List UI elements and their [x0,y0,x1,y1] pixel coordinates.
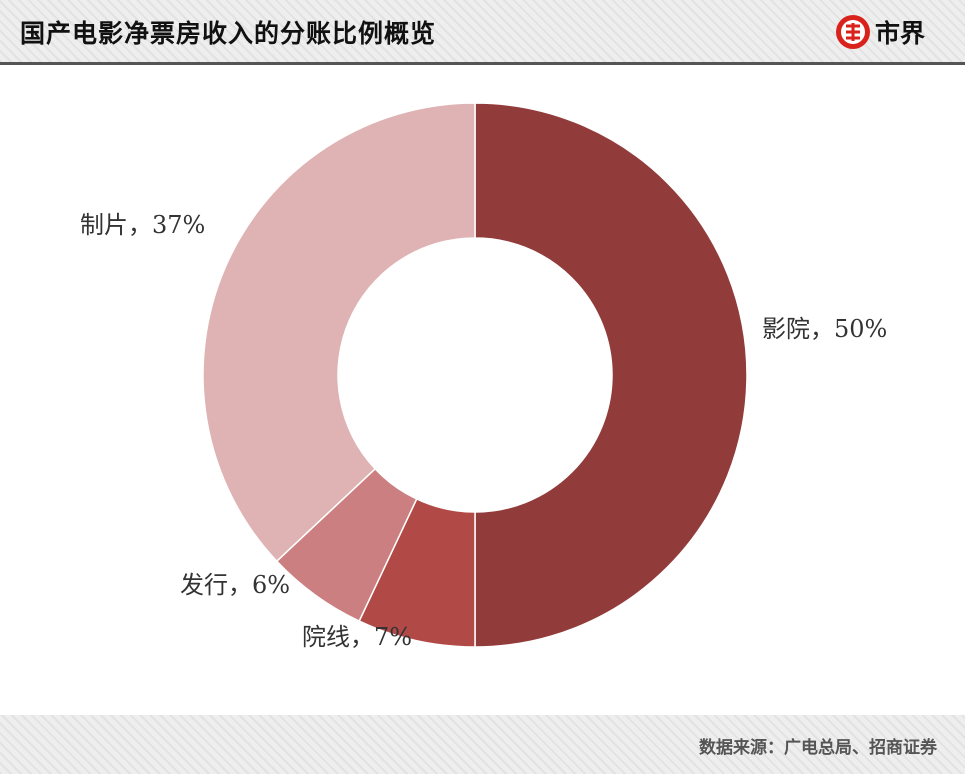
donut-slice-1 [474,102,748,648]
slice-label-4: 制片，37% [80,211,205,239]
donut-chart-svg: 影院，50% 院线，7% 发行，6% 制片，37% [80,102,887,651]
slice-label-1: 影院，50% [762,315,887,343]
page-title: 国产电影净票房收入的分账比例概览 [20,19,437,48]
brand-emblem-icon [836,15,870,49]
slice-label-2: 院线，7% [302,623,412,651]
donut-slice-4 [202,102,476,563]
slice-label-3: 发行，6% [180,571,290,599]
brand-name: 市界 [875,19,926,48]
footer-bar: 数据来源：广电总局、招商证券 [0,715,965,774]
source-note: 数据来源：广电总局、招商证券 [699,738,937,758]
header-bar: 国产电影净票房收入的分账比例概览 市界 [0,0,965,62]
header-divider [0,62,965,65]
donut-chart: 影院，50% 院线，7% 发行，6% 制片，37% [0,65,965,715]
brand-logo: 市界 [835,12,925,52]
